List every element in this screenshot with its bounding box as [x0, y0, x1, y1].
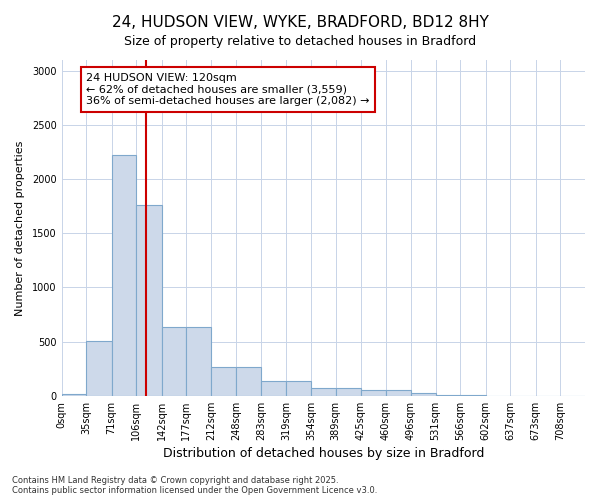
Bar — [112, 156, 136, 396]
Bar — [286, 380, 311, 396]
Bar — [386, 390, 411, 396]
Bar — [261, 380, 286, 396]
Text: Size of property relative to detached houses in Bradford: Size of property relative to detached ho… — [124, 35, 476, 48]
Bar — [335, 388, 361, 396]
Bar — [211, 367, 236, 396]
Bar — [361, 390, 386, 396]
Bar — [311, 388, 335, 396]
Bar — [161, 327, 186, 396]
Bar — [236, 367, 261, 396]
Bar — [86, 340, 112, 396]
Y-axis label: Number of detached properties: Number of detached properties — [15, 140, 25, 316]
Bar — [411, 392, 436, 396]
Text: Contains HM Land Registry data © Crown copyright and database right 2025.
Contai: Contains HM Land Registry data © Crown c… — [12, 476, 377, 495]
Bar — [136, 205, 161, 396]
Text: 24 HUDSON VIEW: 120sqm
← 62% of detached houses are smaller (3,559)
36% of semi-: 24 HUDSON VIEW: 120sqm ← 62% of detached… — [86, 73, 370, 106]
Bar — [186, 327, 211, 396]
Text: 24, HUDSON VIEW, WYKE, BRADFORD, BD12 8HY: 24, HUDSON VIEW, WYKE, BRADFORD, BD12 8H… — [112, 15, 488, 30]
Bar — [62, 394, 86, 396]
X-axis label: Distribution of detached houses by size in Bradford: Distribution of detached houses by size … — [163, 447, 484, 460]
